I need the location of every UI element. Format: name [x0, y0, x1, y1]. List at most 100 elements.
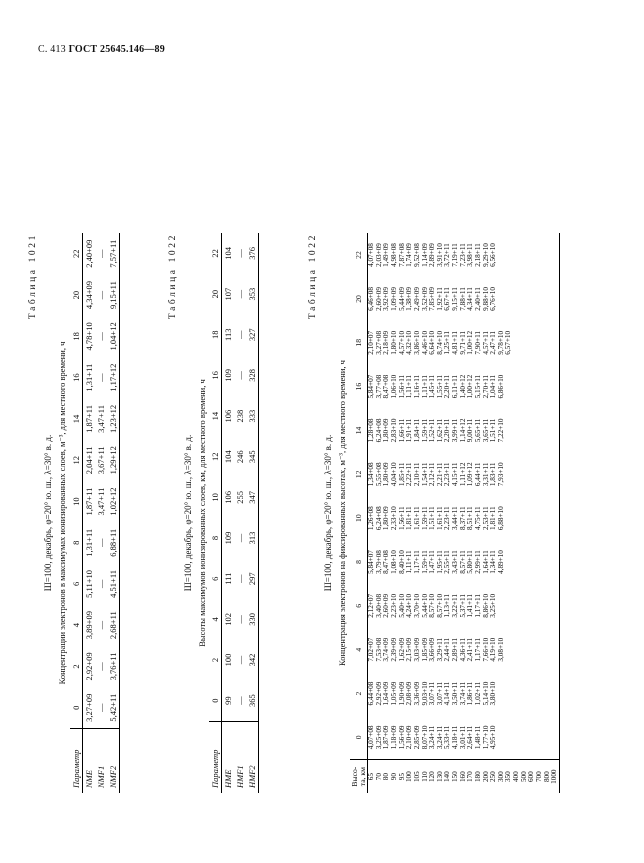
- cell: [498, 584, 506, 628]
- cell: [536, 452, 544, 496]
- table-row: HME 99 100 102 111 109 106 104 106 109 1…: [221, 233, 234, 793]
- cell: [544, 628, 552, 672]
- col-header-0: 0: [70, 687, 83, 729]
- table-body: 65 4,07+08 6,44+08 7,02+07 2,12+07 5,84+07 1,2…: [367, 233, 560, 793]
- cell: —: [235, 249, 245, 258]
- cell: [544, 584, 552, 628]
- cell: 99: [221, 680, 234, 722]
- cell: 2,92+09: [82, 645, 95, 688]
- col-header-18: 18: [71, 332, 81, 341]
- col-header-20: 20: [71, 290, 81, 300]
- cell: [551, 233, 560, 278]
- col-header-16: 16: [210, 371, 220, 380]
- cell: [528, 584, 536, 628]
- cell: [498, 233, 506, 277]
- cell: 3,76+11: [107, 645, 120, 688]
- cell: 6,56+10: [489, 243, 498, 267]
- cell: [528, 540, 536, 584]
- cell: [513, 233, 521, 277]
- cell: 1,04+12: [107, 315, 120, 358]
- cell: —: [235, 615, 245, 624]
- table-title-1022-fixed: Ш=100, декабрь, φ=20° ю. ш., λ=30° в. д.: [323, 434, 333, 592]
- table-caption-1022-fixed: Таблица 1022: [308, 233, 318, 320]
- col-header-12: 12: [354, 470, 364, 479]
- col-header-height: Высо- та, км: [350, 760, 368, 793]
- cell: 6,88+11: [107, 522, 120, 564]
- cell: [536, 321, 544, 365]
- table-block-1022-heights: Таблица 1022 Ш=100, декабрь, φ=20° ю. ш.…: [168, 233, 259, 793]
- col-header-12: 12: [71, 456, 81, 465]
- row-label: HME: [221, 721, 234, 793]
- cell: [551, 496, 560, 541]
- col-header-16: 16: [71, 373, 81, 382]
- cell: 297: [246, 558, 259, 600]
- cell: 330: [246, 599, 259, 640]
- cell: 313: [246, 517, 259, 559]
- cell: [544, 672, 552, 716]
- cell: [505, 715, 514, 760]
- cell: 2,68+11: [107, 604, 120, 646]
- table-1021: Параметр 0 2 4 6 8 10 12 14 16 18 20 22 …: [70, 233, 120, 793]
- cell: [513, 628, 521, 672]
- cell: [536, 233, 544, 277]
- col-header-14: 14: [210, 411, 220, 421]
- cell: [528, 321, 536, 365]
- cell: —: [96, 290, 106, 300]
- cell: [513, 409, 521, 453]
- cell: 2,40+09: [82, 233, 95, 275]
- col-header-param: Параметр: [210, 749, 220, 788]
- cell: 3,25+10: [489, 593, 498, 618]
- cell: [498, 277, 506, 321]
- table-row: 300 3,08+10 4,89+10 6,88+10 7,93+10 7,22+10 6,…: [497, 233, 506, 793]
- table-subtitle-1022-heights: Высоты максимумов ионизированных слоев, …: [197, 379, 207, 647]
- cell: [521, 233, 529, 277]
- cell: 106: [221, 395, 234, 437]
- cell: 1,23+12: [107, 398, 120, 440]
- col-header-2: 2: [210, 657, 220, 663]
- cell: [528, 672, 536, 716]
- cell: —: [96, 538, 106, 548]
- cell: —: [235, 371, 245, 380]
- cell: [536, 496, 544, 540]
- cell: [551, 715, 560, 760]
- table-row: 1000: [550, 233, 560, 793]
- cell: —: [96, 579, 106, 589]
- cell: —: [95, 687, 107, 729]
- cell: 9,15+11: [107, 274, 120, 316]
- cell: [521, 409, 529, 453]
- cell: [536, 584, 544, 628]
- cell: —: [235, 330, 245, 340]
- cell: 4,78+10: [82, 315, 95, 358]
- cell: 5,42+11: [107, 687, 120, 729]
- table-row: 700: [535, 233, 544, 793]
- cell: [551, 452, 560, 497]
- cell: —: [96, 620, 106, 630]
- table-row: HMF1 — — — — — 255 246 238 — — — —: [234, 233, 246, 793]
- cell: 109: [221, 355, 234, 396]
- cell: [551, 583, 560, 628]
- cell: 4,34+09: [82, 274, 95, 316]
- cell: —: [235, 655, 245, 665]
- cell: [536, 540, 544, 584]
- cell: [505, 496, 513, 540]
- height-header-line2: та, км: [357, 767, 367, 787]
- cell: [505, 452, 513, 496]
- table-block-1021: Таблица 1021 Ш=100, декабрь, φ=20° ю. ш.…: [28, 233, 120, 793]
- row-label: NMF2: [107, 728, 120, 793]
- cell: [543, 715, 552, 760]
- row-label: HMF1: [235, 765, 245, 788]
- col-header-18: 18: [354, 338, 364, 347]
- cell: 1,17+12: [107, 357, 120, 399]
- cell: —: [96, 373, 106, 382]
- cell: —: [96, 662, 106, 671]
- cell: 238: [235, 409, 245, 423]
- table-row: 600: [527, 233, 536, 793]
- table-title-1021: Ш=100, декабрь, φ=20° ю. ш., λ=30° в. д.: [43, 434, 53, 592]
- cell: [551, 540, 560, 584]
- col-header-10: 10: [210, 493, 220, 502]
- page-header: С. 413 ГОСТ 25645.146—89: [38, 44, 165, 55]
- col-header-4: 4: [354, 647, 364, 652]
- cell: 1,31+11: [82, 357, 95, 399]
- cell: 3,47+11: [96, 405, 106, 433]
